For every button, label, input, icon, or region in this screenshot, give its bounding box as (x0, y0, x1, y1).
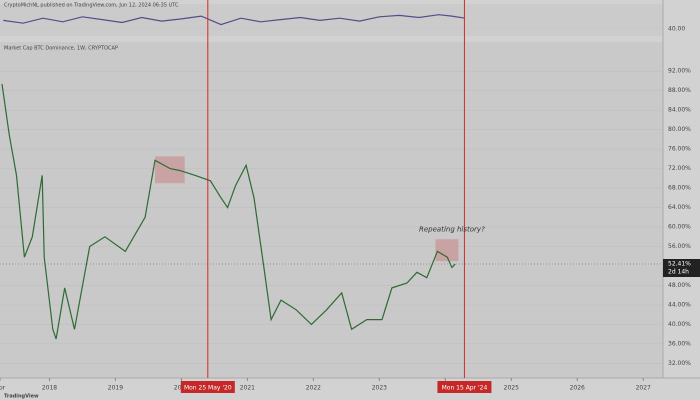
y-tick-label: 56.00% (668, 243, 691, 250)
y-tick-label: 40.00 (668, 25, 685, 32)
date-marker-label: Mon 25 May '20 (184, 385, 232, 392)
main-panel (0, 42, 663, 378)
y-tick-label: 36.00% (668, 340, 691, 347)
x-tick-label: 2021 (240, 385, 255, 392)
x-tick-label: 2019 (108, 385, 123, 392)
y-tick-label: 92.00% (668, 68, 691, 75)
date-marker-box (437, 381, 492, 393)
y-tick-label: 84.00% (668, 107, 691, 114)
y-tick-label: 88.00% (668, 87, 691, 94)
y-tick-label: 80.00% (668, 126, 691, 133)
y-tick-label: 68.00% (668, 185, 691, 192)
x-tick-label: 2025 (504, 385, 519, 392)
date-marker-label: Mon 15 Apr '24 (442, 385, 488, 392)
y-tick-label: 48.00% (668, 282, 691, 289)
y-tick-label: 72.00% (668, 165, 691, 172)
rsi-panel (0, 4, 663, 36)
chart-title: Market Cap BTC Dominance, 1W, CRYPTOCAP (4, 46, 118, 52)
date-marker-box (180, 381, 235, 393)
annotation: Repeating history? (419, 225, 485, 233)
price-line (3, 14, 466, 26)
countdown-label: 2d 14h (668, 269, 689, 276)
last-price-label: 52.41% (668, 261, 691, 268)
x-tick-label: 2018 (42, 385, 57, 392)
author: CryptoMichNL published on TradingView.co… (4, 3, 179, 9)
y-tick-label: 60.00% (668, 224, 691, 231)
y-tick-label: 44.00% (668, 301, 691, 308)
x-tick-label: 2022 (306, 385, 321, 392)
y-tick-label: 76.00% (668, 146, 691, 153)
x-tick-label: 2027 (636, 385, 651, 392)
y-tick-label: 32.00% (668, 360, 691, 367)
x-tick-label: 2026 (570, 385, 585, 392)
x-tick-label: 2023 (372, 385, 387, 392)
price-line (1, 83, 456, 340)
y-tick-label: 40.00% (668, 321, 691, 328)
y-tick-label: 64.00% (668, 204, 691, 211)
highlight-box (435, 239, 459, 262)
footer-logo: TradingView (4, 394, 39, 400)
last-price-box (663, 259, 700, 278)
x-tick-label: Apr (0, 385, 6, 392)
highlight-box (155, 156, 185, 184)
